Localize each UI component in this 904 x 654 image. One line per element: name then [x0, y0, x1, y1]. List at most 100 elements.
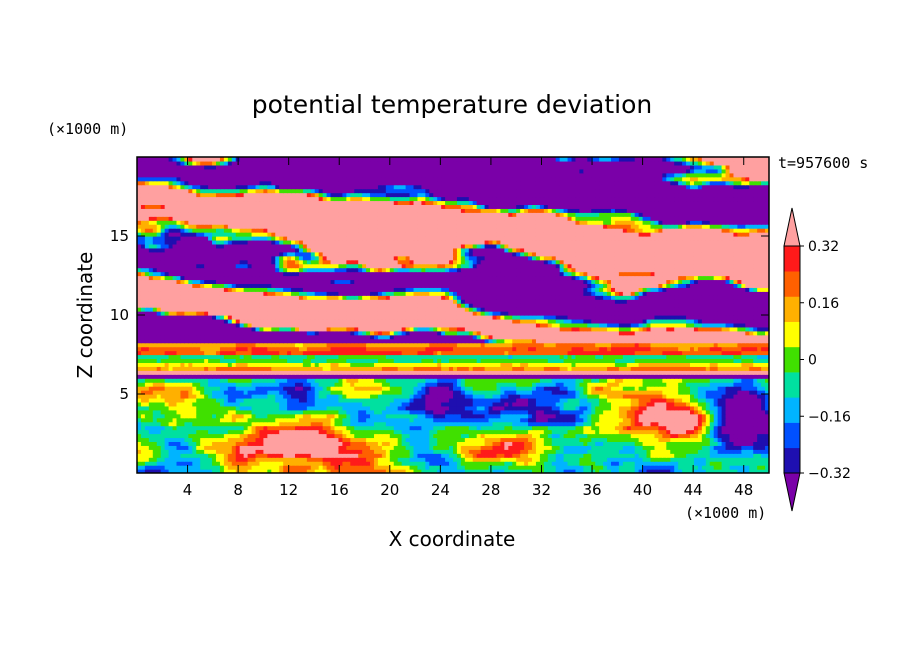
heatmap-cell [674, 358, 679, 363]
heatmap-cell [460, 469, 466, 473]
heatmap-cell [401, 417, 407, 423]
heatmap-cell [366, 469, 371, 473]
heatmap-cell [666, 382, 671, 387]
heatmap-cell [701, 401, 707, 407]
heatmap-cell [678, 394, 683, 399]
heatmap-cell [219, 386, 225, 391]
heatmap-cell [559, 469, 565, 473]
heatmap-cell [271, 417, 276, 423]
heatmap-cell [634, 405, 640, 411]
heatmap-cell [741, 366, 746, 371]
heatmap-cell [366, 386, 371, 391]
heatmap-cell [456, 461, 462, 466]
heatmap-cell [464, 461, 470, 466]
heatmap-cell [709, 469, 715, 473]
heatmap-cell [263, 445, 268, 450]
heatmap-cell [618, 449, 624, 454]
heatmap-cell [622, 350, 628, 356]
heatmap-cell [532, 453, 537, 458]
heatmap-cell [140, 346, 146, 352]
heatmap-cell [658, 374, 663, 379]
heatmap-cell [618, 397, 624, 403]
heatmap-cell [366, 413, 371, 419]
heatmap-cell [243, 409, 249, 415]
heatmap-cell [512, 441, 517, 446]
heatmap-cell [374, 433, 379, 439]
heatmap-cell [713, 390, 719, 395]
heatmap-cell [219, 465, 225, 470]
heatmap-cell [433, 449, 438, 454]
heatmap-cell [251, 354, 257, 360]
heatmap-cell [259, 449, 264, 454]
heatmap-cell [642, 445, 648, 450]
heatmap-cell [318, 382, 324, 387]
heatmap-cell [160, 374, 166, 379]
heatmap-cell [682, 370, 687, 375]
heatmap-cell [334, 469, 340, 473]
heatmap-cell [741, 370, 746, 375]
heatmap-cell [678, 374, 683, 379]
heatmap-cell [346, 437, 351, 442]
heatmap-cell [393, 445, 399, 450]
heatmap-cell [476, 453, 482, 458]
heatmap-cell [318, 354, 324, 360]
heatmap-cell [243, 386, 249, 391]
heatmap-cell [729, 350, 735, 356]
heatmap-cell [441, 394, 446, 399]
heatmap-cell [259, 354, 264, 360]
heatmap-cell [263, 382, 268, 387]
heatmap-cell [508, 382, 513, 387]
heatmap-cell [761, 374, 766, 379]
heatmap-cell [591, 405, 596, 411]
heatmap-cell [611, 405, 616, 411]
heatmap-cell [251, 378, 257, 383]
heatmap-cell [749, 461, 754, 466]
heatmap-cell [674, 362, 679, 367]
heatmap-cell [658, 386, 663, 391]
heatmap-cell [192, 457, 197, 462]
heatmap-cell [480, 386, 486, 391]
heatmap-cell [314, 405, 320, 411]
heatmap-cell [441, 425, 446, 431]
heatmap-cell [757, 401, 762, 407]
heatmap-cell [413, 441, 419, 446]
heatmap-cell [409, 401, 415, 407]
heatmap-cell [488, 433, 494, 439]
heatmap-cell [496, 417, 501, 423]
heatmap-cell [362, 374, 367, 379]
heatmap-cell [666, 390, 671, 395]
heatmap-cell [563, 362, 569, 367]
heatmap-cell [204, 401, 209, 407]
heatmap-cell [725, 350, 731, 356]
heatmap-cell [409, 358, 415, 363]
heatmap-cell [247, 370, 253, 375]
heatmap-cell [662, 409, 667, 415]
heatmap-cell [200, 374, 205, 379]
heatmap-cell [366, 465, 371, 470]
heatmap-cell [413, 374, 419, 379]
heatmap-cell [425, 354, 430, 360]
heatmap-cell [302, 354, 308, 360]
heatmap-cell [239, 405, 245, 411]
heatmap-cell [389, 421, 395, 427]
heatmap-cell [204, 386, 209, 391]
heatmap-cell [575, 425, 580, 431]
heatmap-cell [429, 366, 434, 371]
heatmap-cell [693, 417, 699, 423]
heatmap-cell [512, 449, 517, 454]
heatmap-cell [354, 445, 359, 450]
heatmap-cell [686, 374, 691, 379]
heatmap-cell [575, 433, 580, 439]
heatmap-cell [223, 409, 229, 415]
heatmap-cell [670, 358, 675, 363]
heatmap-cell [152, 405, 158, 411]
heatmap-cell [223, 425, 229, 431]
heatmap-cell [219, 425, 225, 431]
heatmap-cell [156, 465, 162, 470]
heatmap-cell [366, 370, 371, 375]
heatmap-cell [314, 390, 320, 395]
heatmap-cell [271, 397, 276, 403]
heatmap-cell [757, 469, 762, 473]
heatmap-cell [753, 441, 758, 446]
heatmap-cell [543, 453, 549, 458]
